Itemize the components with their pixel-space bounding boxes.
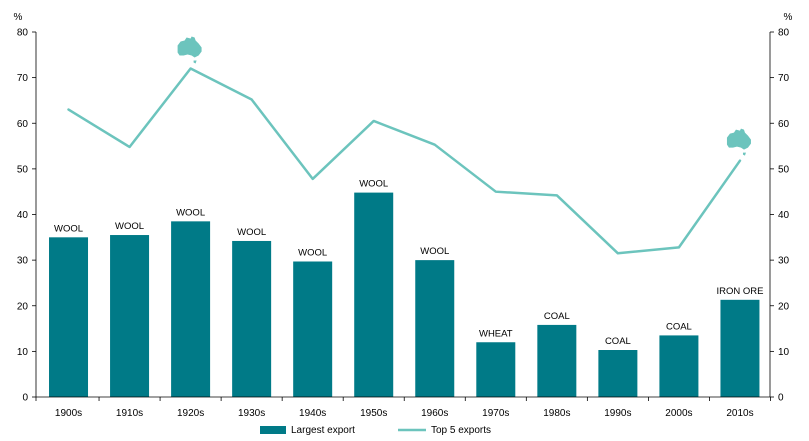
australia-map-icon bbox=[726, 128, 751, 156]
line-series bbox=[67, 67, 742, 255]
legend-swatch-largest-export bbox=[260, 426, 286, 434]
left-tick-label: 70 bbox=[17, 73, 29, 84]
left-tick-label: 20 bbox=[17, 301, 29, 312]
left-tick-label: 10 bbox=[17, 347, 29, 358]
x-tick-label: 1910s bbox=[116, 408, 143, 419]
left-tick-label: 30 bbox=[17, 256, 29, 267]
right-tick-label: 40 bbox=[778, 210, 790, 221]
bar bbox=[49, 237, 89, 397]
left-tick-label: 40 bbox=[17, 210, 29, 221]
bar-label: WOOL bbox=[359, 179, 388, 190]
left-axis: 0 10 20 30 40 50 60 70 80 bbox=[17, 28, 36, 404]
x-tick-label: 1960s bbox=[421, 408, 448, 419]
right-tick-label: 10 bbox=[778, 347, 790, 358]
bar-label: COAL bbox=[544, 311, 570, 322]
bar bbox=[476, 342, 516, 397]
bar bbox=[171, 221, 211, 397]
left-axis-unit: % bbox=[14, 12, 23, 23]
tasmania-shape bbox=[193, 60, 197, 64]
bar-label: WOOL bbox=[176, 207, 205, 218]
australia-mainland-shape bbox=[726, 128, 751, 150]
bar bbox=[110, 235, 150, 397]
right-tick-label: 70 bbox=[778, 73, 790, 84]
x-tick-label: 1990s bbox=[604, 408, 631, 419]
right-tick-label: 50 bbox=[778, 164, 790, 175]
australia-mainland-shape bbox=[177, 36, 202, 58]
legend: Largest export Top 5 exports bbox=[260, 425, 491, 436]
x-tick-label: 2000s bbox=[665, 408, 692, 419]
top5-exports-line bbox=[67, 67, 742, 255]
bar-series bbox=[49, 192, 760, 397]
bar-label: WOOL bbox=[54, 223, 83, 234]
bar bbox=[293, 261, 333, 397]
right-tick-label: 60 bbox=[778, 119, 790, 130]
right-tick-label: 0 bbox=[778, 393, 784, 404]
bar bbox=[354, 192, 394, 397]
right-tick-label: 80 bbox=[778, 28, 790, 39]
legend-label-largest-export: Largest export bbox=[291, 425, 355, 436]
left-tick-label: 0 bbox=[22, 393, 28, 404]
bar-label: WOOL bbox=[298, 247, 327, 258]
right-tick-label: 20 bbox=[778, 301, 790, 312]
x-tick-label: 1950s bbox=[360, 408, 387, 419]
bar bbox=[659, 335, 699, 397]
right-axis-unit: % bbox=[784, 12, 793, 23]
bar-label: IRON ORE bbox=[716, 286, 763, 297]
bar bbox=[232, 240, 272, 397]
right-tick-label: 30 bbox=[778, 256, 790, 267]
bar bbox=[537, 324, 577, 397]
x-tick-label: 1980s bbox=[543, 408, 570, 419]
x-tick-label: 1930s bbox=[238, 408, 265, 419]
bar-label: COAL bbox=[666, 321, 692, 332]
bar-labels: WOOL WOOL WOOL WOOL WOOL WOOL WOOL WHEAT COAL COA… bbox=[54, 179, 763, 347]
right-axis: 0 10 20 30 40 50 60 70 80 bbox=[770, 28, 790, 404]
x-axis: 1900s 1910s 1920s 1930s 1940s 1950s 1960s 1970s… bbox=[35, 397, 771, 419]
tasmania-shape bbox=[742, 152, 746, 156]
bar-label: WOOL bbox=[237, 227, 266, 238]
x-tick-label: 2010s bbox=[726, 408, 753, 419]
bar bbox=[598, 350, 638, 397]
markers bbox=[177, 36, 751, 156]
x-tick-label: 1940s bbox=[299, 408, 326, 419]
bar-label: WOOL bbox=[115, 221, 144, 232]
x-tick-label: 1970s bbox=[482, 408, 509, 419]
bar-label: WOOL bbox=[420, 246, 449, 257]
x-tick-label: 1900s bbox=[55, 408, 82, 419]
bar-label: COAL bbox=[605, 336, 631, 347]
legend-label-top5-exports: Top 5 exports bbox=[431, 425, 491, 436]
x-tick-label: 1920s bbox=[177, 408, 204, 419]
left-tick-label: 60 bbox=[17, 119, 29, 130]
bar bbox=[720, 299, 760, 397]
australia-map-icon bbox=[177, 36, 202, 64]
bar-label: WHEAT bbox=[479, 328, 513, 339]
left-tick-label: 80 bbox=[17, 28, 29, 39]
left-tick-label: 50 bbox=[17, 164, 29, 175]
bar bbox=[415, 260, 455, 397]
